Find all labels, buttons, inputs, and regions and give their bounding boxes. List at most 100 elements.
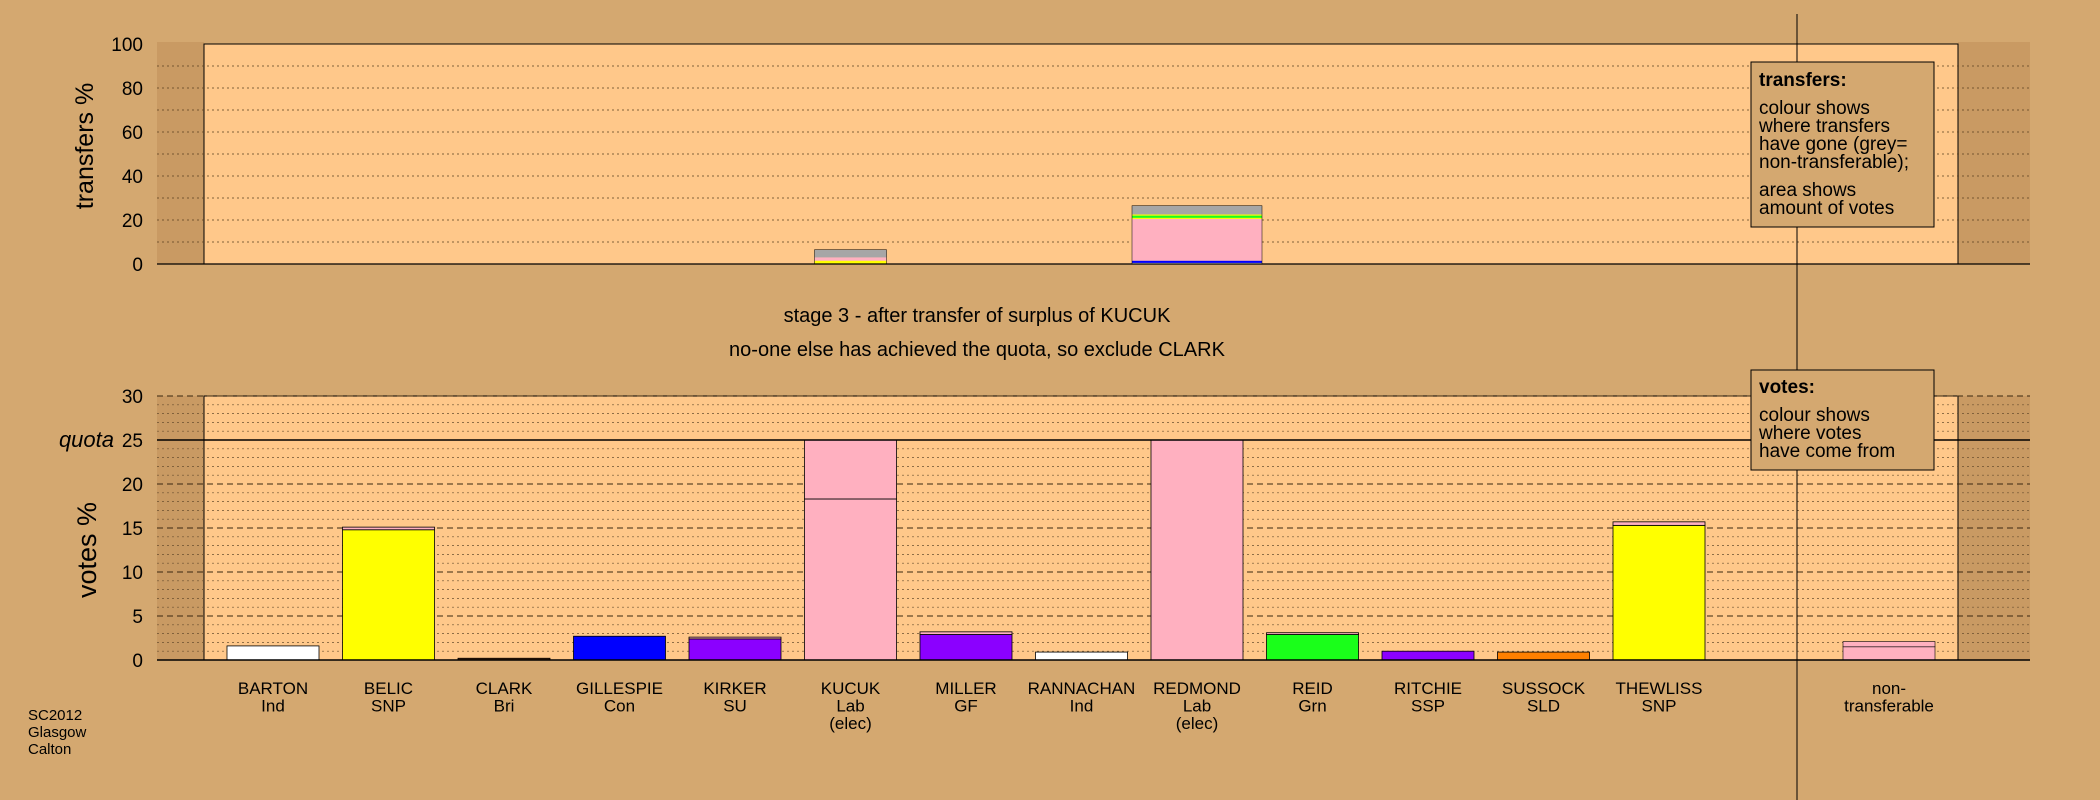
quota-label: quota (59, 427, 114, 452)
candidate-label: BELIC (364, 679, 413, 698)
candidate-label: Ind (1070, 697, 1094, 716)
vote-bar-segment (1612, 524, 1706, 661)
transfer-bar-segment (1132, 218, 1262, 261)
candidate-label: BARTON (238, 679, 308, 698)
transfer-bar-segment (1132, 260, 1262, 263)
vote-bar-segment (342, 526, 435, 531)
source-line: Calton (28, 741, 71, 758)
votes-legend-line: have come from (1759, 441, 1895, 462)
vote-bar-segment (1612, 521, 1706, 526)
transfers-legend-line: amount of votes (1759, 198, 1894, 219)
candidate-label: (elec) (1176, 714, 1219, 733)
gridlines (157, 65, 2030, 652)
vote-bar-segment (1381, 650, 1475, 661)
bottom-y-tick-label: 15 (122, 519, 143, 540)
candidate-label: SUSSOCK (1502, 679, 1586, 698)
transfer-bar-segment (814, 260, 887, 264)
candidate-label: RITCHIE (1394, 679, 1462, 698)
top-right-margin (1958, 42, 2030, 264)
nontransferable-label: non- (1872, 679, 1906, 698)
source-line: Glasgow (28, 724, 87, 741)
candidate-label: KIRKER (703, 679, 766, 698)
candidate-label: SLD (1527, 697, 1560, 716)
bottom-y-tick-label: 20 (122, 475, 143, 496)
nontransferable-bar-segment (1842, 646, 1936, 661)
transfer-bar-segment (814, 249, 887, 258)
candidate-label: Grn (1298, 697, 1326, 716)
vote-bar-segment (1150, 439, 1244, 661)
transfers-legend-line: area shows (1759, 180, 1856, 201)
stage-subtitle: no-one else has achieved the quota, so e… (729, 339, 1226, 361)
top-y-tick-label: 20 (122, 211, 143, 232)
top-y-tick-label: 60 (122, 123, 143, 144)
candidate-label: (elec) (829, 714, 872, 733)
transfer-bar-segment (1132, 217, 1262, 219)
candidate-label: Con (604, 697, 635, 716)
vote-bar-segment (804, 439, 897, 500)
top-y-axis-label: transfers % (71, 83, 99, 209)
transfers-legend-title: transfers: (1759, 70, 1847, 91)
vote-bar-segment (1497, 651, 1590, 661)
candidate-label: GF (954, 697, 978, 716)
source-line: SC2012 (28, 707, 82, 724)
vote-bar-segment (573, 635, 666, 661)
votes-legend-line: where votes (1758, 423, 1861, 444)
transfers-legend-line: colour shows (1759, 98, 1870, 119)
candidate-label: SU (723, 697, 747, 716)
bottom-y-tick-label: 0 (132, 651, 143, 672)
nontransferable-bar-segment (1842, 641, 1936, 648)
bottom-y-tick-label: 30 (122, 387, 143, 408)
vote-bar-segment (919, 631, 1013, 635)
candidate-label: Lab (1183, 697, 1211, 716)
top-y-tick-label: 80 (122, 79, 143, 100)
candidate-label: Bri (494, 697, 515, 716)
candidate-label: SNP (1642, 697, 1677, 716)
top-left-margin (157, 42, 204, 264)
bars (226, 205, 1936, 661)
vote-bar-segment (688, 638, 782, 661)
vote-bar-segment (1035, 651, 1128, 661)
vote-bar-segment (688, 636, 782, 640)
transfer-bar-segment (1132, 205, 1262, 215)
bottom-y-axis-label: votes % (72, 502, 102, 598)
top-y-tick-label: 40 (122, 167, 143, 188)
top-y-tick-label: 100 (111, 35, 143, 56)
vote-bar-segment (342, 529, 435, 661)
transfers-legend-line: non-transferable); (1759, 152, 1909, 173)
candidate-label: Ind (261, 697, 285, 716)
nontransferable-label: transferable (1844, 697, 1934, 716)
candidate-label: SNP (371, 697, 406, 716)
bottom-y-tick-label: 10 (122, 563, 143, 584)
bottom-y-tick-label: 25 (122, 431, 143, 452)
votes-legend: votes: colour shows where votes have com… (1750, 369, 1935, 471)
transfer-bar-segment (1132, 214, 1262, 216)
transfers-legend-line: have gone (grey= (1759, 134, 1907, 155)
candidate-label: CLARK (476, 679, 533, 698)
vote-bar-segment (1266, 632, 1359, 635)
candidate-label: KUCUK (821, 679, 881, 698)
votes-legend-line: colour shows (1759, 405, 1870, 426)
votes-legend-title: votes: (1759, 377, 1815, 398)
candidate-label: REID (1292, 679, 1333, 698)
vote-bar-segment (804, 498, 897, 661)
axes: 020406080100051015202530BARTONIndBELICSN… (111, 14, 2030, 800)
candidate-label: GILLESPIE (576, 679, 663, 698)
candidate-label: THEWLISS (1616, 679, 1703, 698)
candidate-label: RANNACHAN (1028, 679, 1136, 698)
bottom-y-tick-label: 5 (132, 607, 143, 628)
transfer-bar-segment (814, 257, 887, 261)
vote-bar-segment (226, 645, 320, 661)
candidate-label: Lab (836, 697, 864, 716)
candidate-label: REDMOND (1153, 679, 1241, 698)
transfers-legend-line: where transfers (1758, 116, 1890, 137)
vote-bar-segment (1266, 634, 1359, 661)
candidate-label: SSP (1411, 697, 1445, 716)
candidate-label: MILLER (935, 679, 996, 698)
vote-bar-segment (919, 634, 1013, 661)
stage-title: stage 3 - after transfer of surplus of K… (784, 305, 1171, 327)
top-plot-area (203, 43, 1959, 265)
top-y-tick-label: 0 (132, 255, 143, 276)
source-note: SC2012 Glasgow Calton (28, 707, 87, 758)
transfers-legend: transfers: colour shows where transfers … (1750, 61, 1935, 228)
